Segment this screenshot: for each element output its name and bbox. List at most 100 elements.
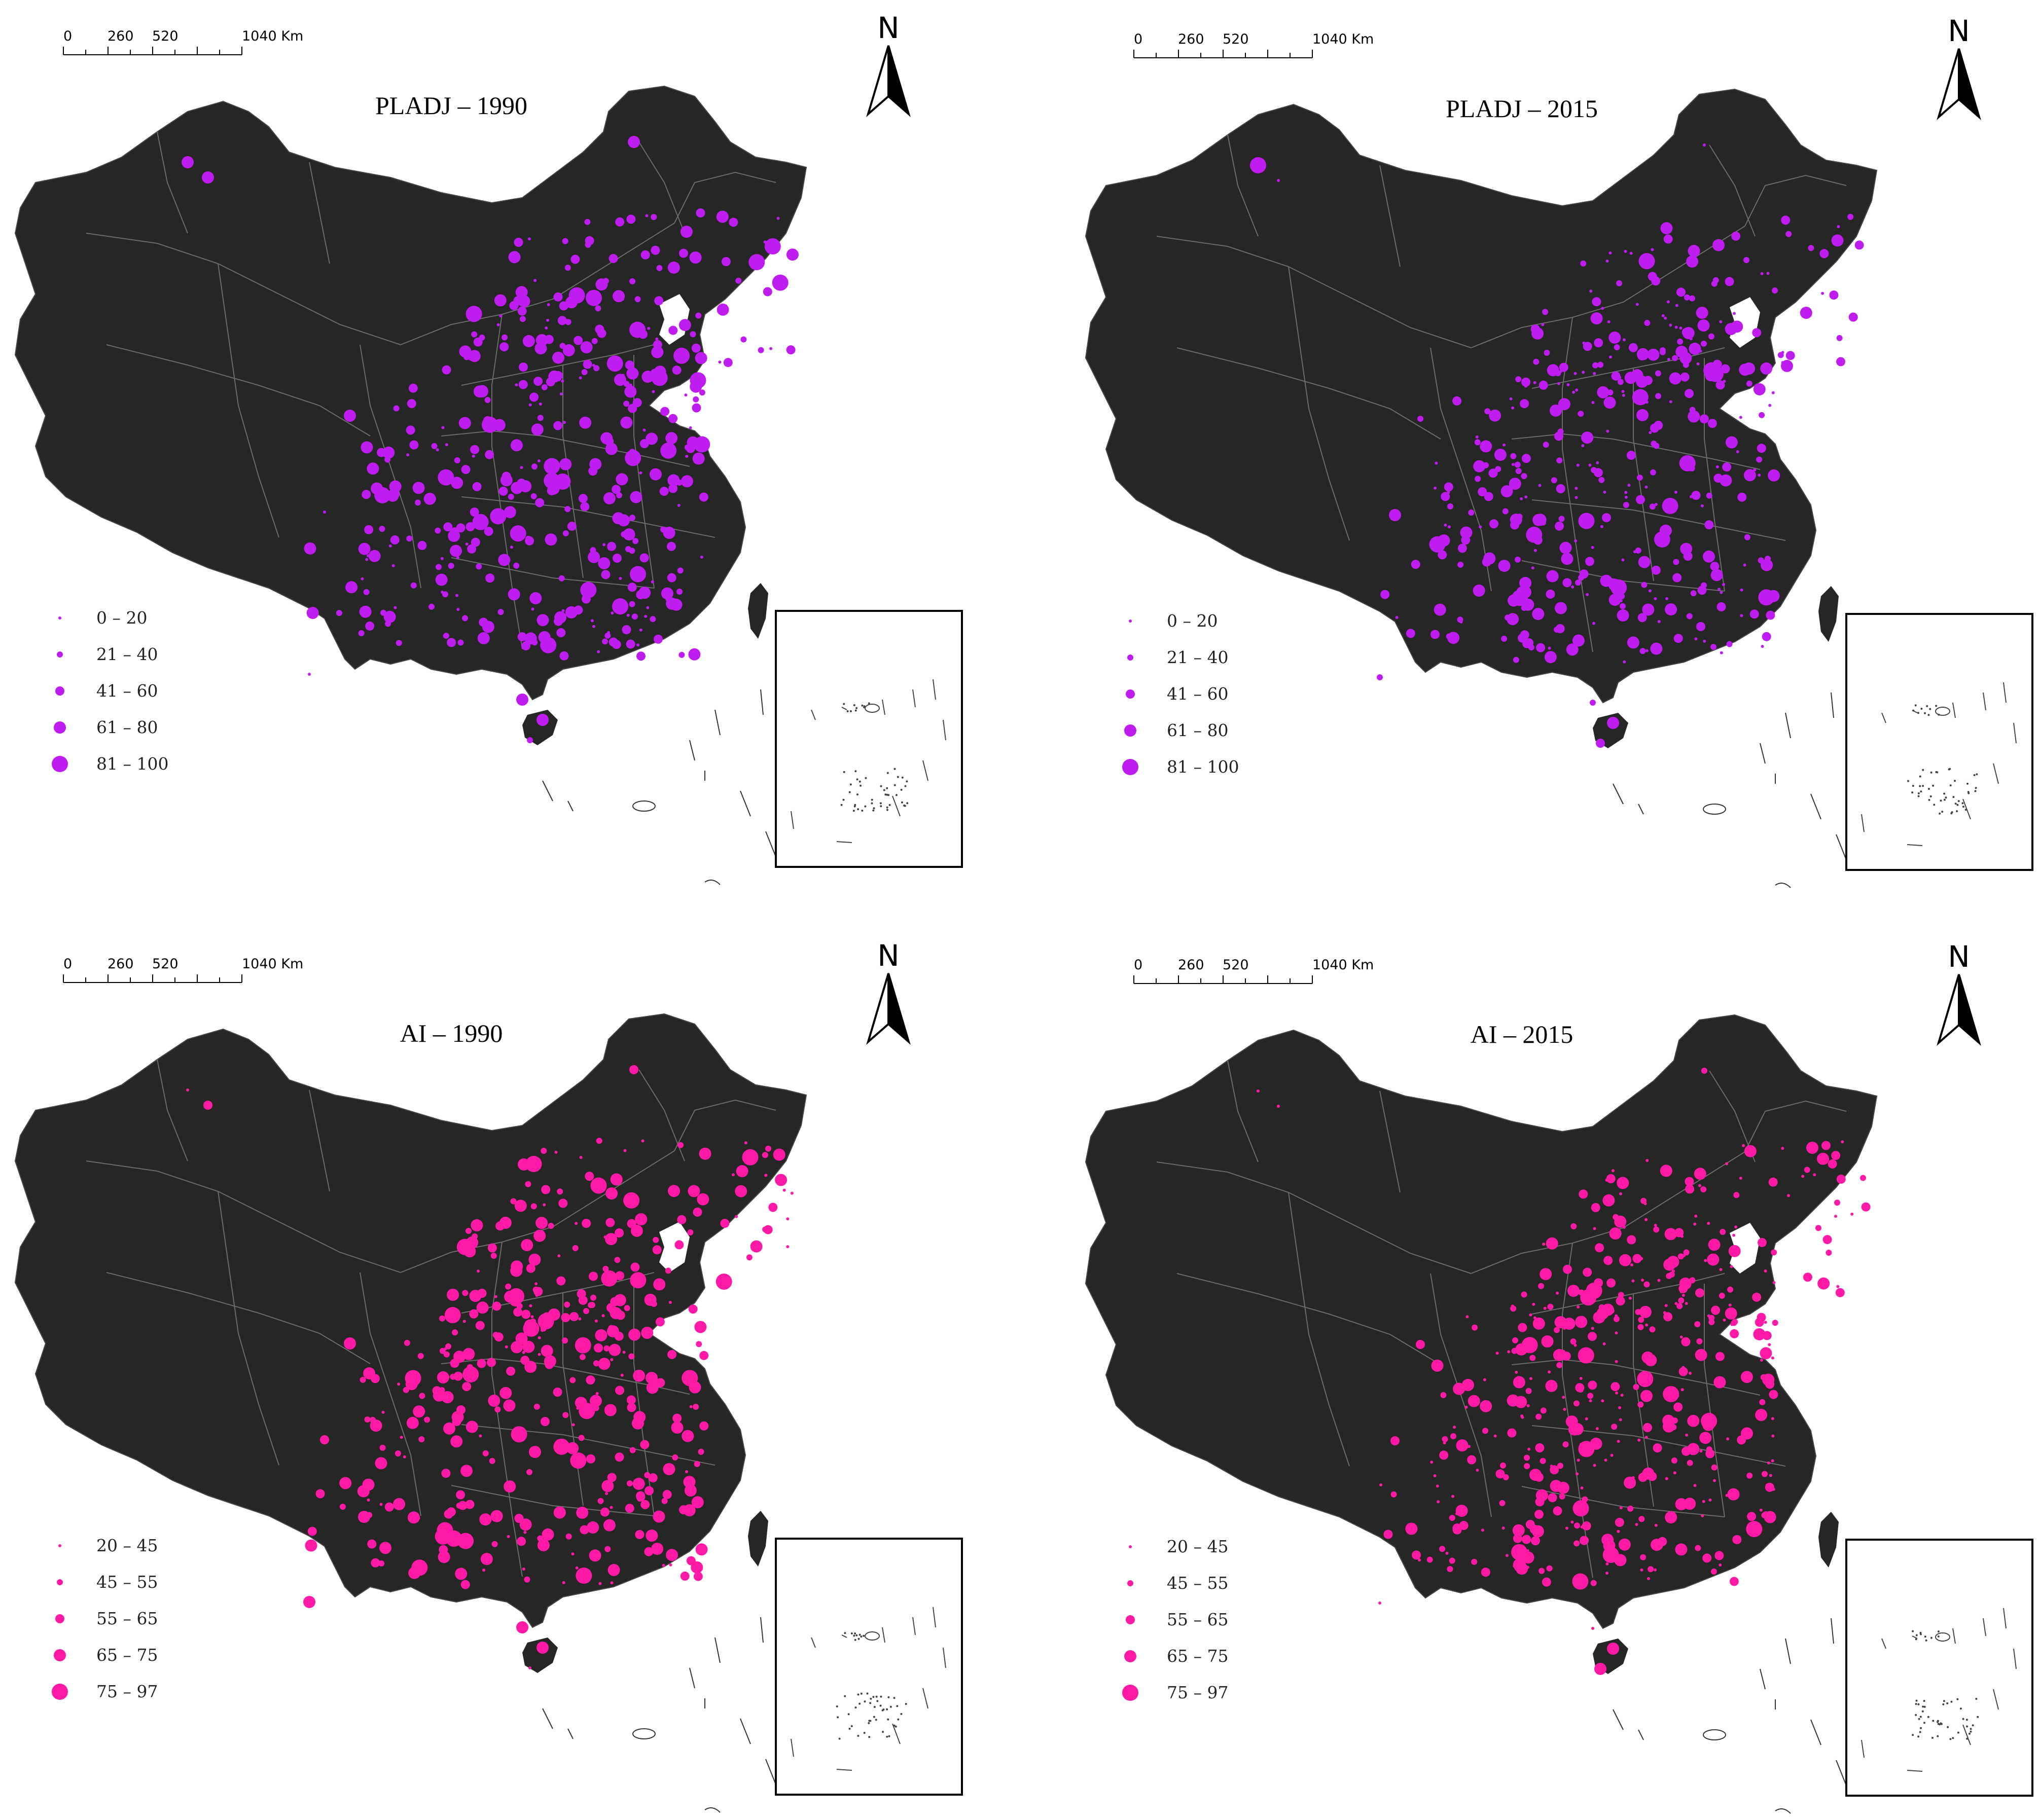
city-marker — [684, 393, 688, 397]
city-marker — [517, 1537, 526, 1546]
city-marker — [393, 1498, 406, 1510]
city-marker — [362, 490, 371, 499]
scale-bar-tick-label: 520 — [1223, 957, 1249, 973]
city-marker — [1826, 1250, 1832, 1256]
city-marker — [510, 439, 523, 452]
city-marker — [1636, 495, 1645, 504]
city-marker — [1768, 469, 1780, 482]
city-marker — [1677, 338, 1684, 345]
city-marker — [1703, 550, 1715, 563]
city-marker — [1665, 1511, 1677, 1523]
city-marker — [1475, 476, 1481, 482]
city-marker — [494, 1406, 501, 1413]
city-marker — [1602, 1194, 1615, 1207]
city-marker — [1752, 1292, 1762, 1302]
city-marker — [583, 1308, 589, 1314]
city-marker — [1536, 643, 1546, 652]
city-marker — [1615, 1331, 1618, 1335]
city-marker — [530, 1315, 534, 1319]
city-marker — [667, 1350, 677, 1359]
city-marker — [1737, 492, 1747, 502]
city-marker — [692, 403, 701, 413]
city-marker — [561, 609, 565, 612]
city-marker — [593, 365, 600, 372]
city-marker — [1764, 1321, 1767, 1324]
city-marker — [1623, 1225, 1626, 1229]
city-marker — [1426, 1556, 1433, 1563]
city-marker — [662, 1489, 672, 1499]
city-marker — [492, 1301, 502, 1311]
city-marker — [651, 1543, 664, 1555]
city-marker — [700, 555, 703, 559]
city-marker — [1740, 588, 1743, 592]
city-marker — [571, 1552, 575, 1556]
city-marker — [776, 216, 780, 220]
city-marker — [590, 1177, 607, 1194]
city-marker — [1815, 1225, 1821, 1231]
city-marker — [604, 436, 614, 446]
city-marker — [567, 522, 577, 531]
city-marker — [1785, 351, 1795, 360]
city-marker — [1453, 1382, 1465, 1395]
city-marker — [476, 1301, 489, 1314]
city-marker — [1502, 508, 1509, 515]
city-marker — [689, 426, 692, 429]
city-marker — [1645, 1323, 1649, 1327]
city-marker — [750, 1240, 763, 1253]
city-marker — [1525, 1388, 1532, 1394]
city-marker — [1829, 290, 1839, 300]
city-marker — [1621, 390, 1625, 393]
city-marker — [1669, 400, 1672, 404]
city-marker — [1636, 409, 1649, 421]
city-marker — [1455, 1505, 1468, 1517]
city-marker — [541, 1148, 547, 1154]
city-marker — [640, 1500, 650, 1509]
city-marker — [1834, 1215, 1837, 1218]
city-marker — [1529, 1355, 1536, 1361]
city-marker — [482, 621, 494, 633]
city-marker — [1695, 1288, 1704, 1298]
legend-label: 65 – 75 — [1167, 1646, 1228, 1666]
city-marker — [594, 1319, 598, 1323]
city-marker — [451, 477, 463, 489]
city-marker — [1548, 1388, 1552, 1391]
city-marker — [1465, 1315, 1469, 1319]
city-marker — [1520, 497, 1523, 500]
city-marker — [476, 563, 482, 570]
city-marker — [1619, 1418, 1622, 1422]
city-marker — [1405, 1522, 1418, 1535]
city-marker — [605, 1233, 618, 1246]
city-marker — [548, 370, 561, 383]
city-marker — [1787, 1194, 1790, 1197]
city-marker — [1731, 231, 1741, 241]
city-marker — [562, 344, 575, 356]
city-marker — [1608, 251, 1612, 254]
city-marker — [1473, 585, 1485, 597]
city-marker — [630, 1224, 643, 1237]
city-marker — [1637, 1401, 1644, 1408]
city-marker — [1591, 467, 1597, 474]
city-marker — [508, 588, 520, 601]
city-marker — [597, 650, 600, 653]
city-marker — [529, 592, 542, 604]
city-marker — [742, 1149, 759, 1166]
city-marker — [1699, 1449, 1703, 1453]
city-marker — [622, 625, 631, 635]
city-marker — [1740, 614, 1743, 617]
city-marker — [495, 1221, 505, 1231]
city-marker — [1412, 1550, 1421, 1560]
city-marker — [1572, 634, 1585, 647]
city-marker — [1578, 1386, 1584, 1393]
city-marker — [721, 257, 731, 266]
city-marker — [562, 238, 568, 244]
city-marker — [668, 325, 678, 335]
city-marker — [1642, 603, 1655, 616]
city-marker — [502, 334, 508, 341]
city-marker — [435, 527, 441, 534]
city-marker — [1861, 1202, 1871, 1212]
city-marker — [1480, 1400, 1492, 1412]
city-marker — [1623, 502, 1629, 508]
city-marker — [1498, 560, 1511, 572]
city-marker — [1673, 559, 1679, 565]
